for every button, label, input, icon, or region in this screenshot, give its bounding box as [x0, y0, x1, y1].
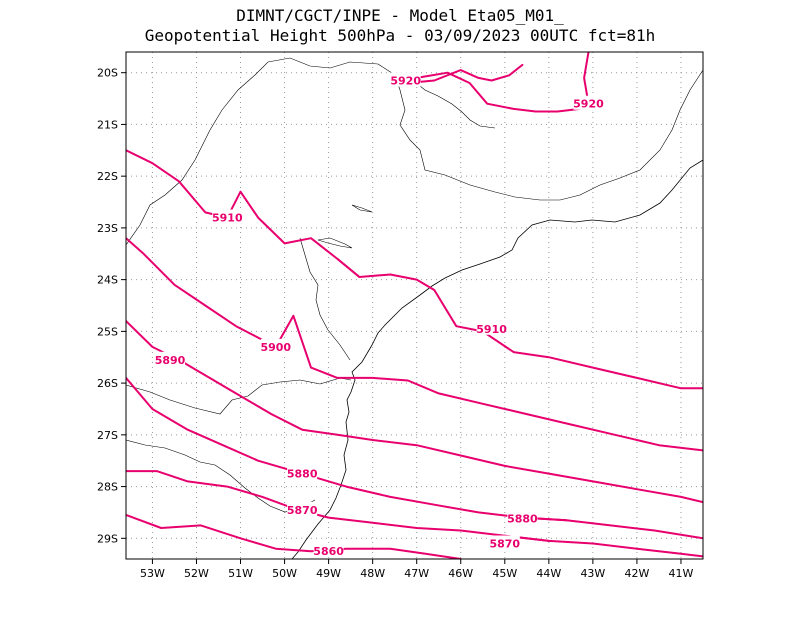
x-tick-label: 47W	[404, 567, 429, 580]
coastlines	[126, 57, 703, 559]
contour-label-5880: 5880	[287, 468, 318, 481]
grid	[126, 52, 703, 559]
plot-frame	[125, 51, 704, 560]
contour-label-bg	[507, 510, 538, 525]
coastline-south	[291, 391, 352, 559]
reservoir-2	[317, 237, 353, 249]
x-tick-label: 46W	[448, 567, 473, 580]
state-border-1	[126, 57, 541, 246]
river-paranaiba	[414, 81, 496, 129]
contour-labels: 5920 5920 5910 5910 5900 5890 5880 5880 5870 5870…	[155, 72, 604, 558]
state-border-2	[299, 237, 351, 361]
reservoir-1	[351, 204, 373, 213]
y-tick-label: 27S	[97, 429, 118, 442]
contour-label-bg	[260, 338, 291, 353]
contour-lines	[126, 52, 703, 559]
contour-label-5900: 5900	[260, 341, 291, 354]
contour-label-bg	[390, 72, 421, 87]
state-border-5	[540, 69, 703, 201]
contour-label-bg	[489, 535, 520, 550]
contour-label-5860: 5860	[313, 545, 344, 558]
y-tick-label: 21S	[97, 118, 118, 131]
contour-label-bg	[287, 465, 318, 480]
x-tick-label: 42W	[624, 567, 649, 580]
contour-5860	[126, 514, 462, 559]
x-tick-label: 52W	[184, 567, 209, 580]
contour-5880	[126, 376, 703, 540]
y-tick-label: 20S	[97, 67, 118, 80]
contour-label-bg	[476, 320, 507, 335]
contour-label-5870: 5870	[287, 504, 318, 517]
plot-area	[126, 52, 703, 559]
x-tick-label: 48W	[360, 567, 385, 580]
x-tick-label: 43W	[580, 567, 605, 580]
contour-label-bg	[287, 501, 318, 516]
y-tick-label: 28S	[97, 481, 118, 494]
contour-label-bg	[573, 95, 604, 110]
y-tick-label: 25S	[97, 325, 118, 338]
y-tick-label: 26S	[97, 377, 118, 390]
contour-label-5920: 5920	[390, 74, 421, 87]
coastline-path	[350, 159, 703, 393]
contour-label-bg	[212, 209, 243, 224]
chart-title: DIMNT/CGCT/INPE - Model Eta05_M01_	[236, 6, 564, 25]
contour-5920	[406, 63, 524, 84]
contour-5910	[336, 257, 361, 278]
x-tick-label: 50W	[272, 567, 297, 580]
contour-label-5890: 5890	[155, 354, 186, 367]
chart-subtitle: Geopotential Height 500hPa - 03/09/2023 …	[144, 26, 656, 45]
y-tick-label: 22S	[97, 170, 118, 183]
x-tick-label: 44W	[536, 567, 561, 580]
contour-label-5920: 5920	[573, 98, 604, 111]
contour-label-bg	[313, 543, 344, 558]
contour-5900	[126, 237, 703, 452]
y-tick-label: 29S	[97, 532, 118, 545]
state-border-4	[126, 439, 316, 513]
x-tick-label: 49W	[316, 567, 341, 580]
x-tick-label: 45W	[492, 567, 517, 580]
x-tick-label: 53W	[140, 567, 165, 580]
y-tick-label: 23S	[97, 222, 118, 235]
y-tick-label: 24S	[97, 274, 118, 287]
x-tick-label: 41W	[669, 567, 694, 580]
state-border-3	[126, 377, 352, 415]
x-tick-label: 51W	[228, 567, 253, 580]
axis-ticks: 53W 52W 51W 50W 49W 48W 47W 46W 45W 44W 43W 42W 41W 2…	[97, 67, 694, 580]
contour-5890	[126, 320, 703, 504]
contour-label-5870: 5870	[489, 537, 520, 550]
contour-label-5910: 5910	[212, 212, 243, 225]
contour-label-5910: 5910	[476, 323, 507, 336]
contour-label-bg	[155, 351, 186, 366]
contour-5870	[126, 470, 703, 558]
contour-label-5880: 5880	[507, 513, 538, 526]
